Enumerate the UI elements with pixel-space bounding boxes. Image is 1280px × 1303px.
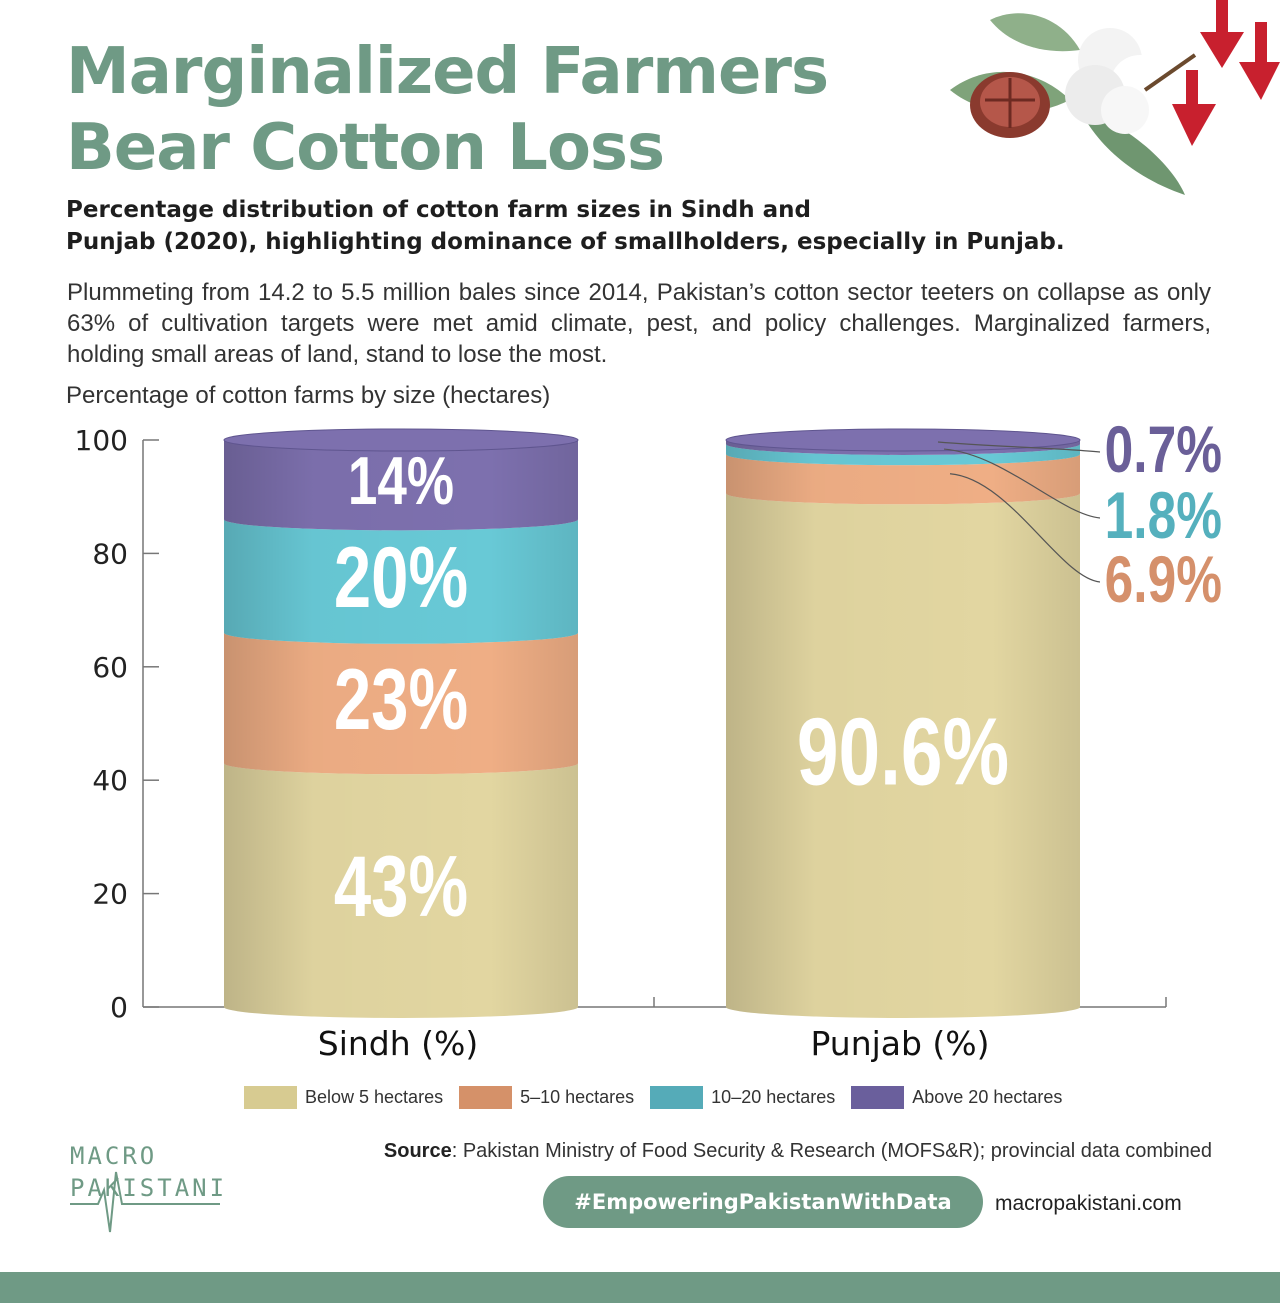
website-link[interactable]: macropakistani.com [995,1192,1182,1215]
data-label: 43% [334,839,468,935]
legend-item-above-20: Above 20 hectares [851,1086,1062,1109]
cotton-boll-with-leaves-icon [950,13,1197,195]
description: Plummeting from 14.2 to 5.5 million bale… [67,279,1211,368]
stacked-cylinder-chart: 0 20 40 60 80 100 Sindh (%) 43% 23% 20% 14% Punjab … [75,412,1222,1063]
bar-top-cap [223,428,579,452]
callout-label: 1.8% [1105,478,1222,553]
bar-shading [726,440,1080,1018]
title-line-1: Marginalized Farmers [66,35,829,109]
data-label: 20% [334,530,468,626]
y-tick-label: 80 [92,537,128,570]
down-arrow-icon [1200,0,1244,68]
legend-label: 10–20 hectares [711,1087,836,1107]
bar-shading [224,440,578,1018]
subtitle: Percentage distribution of cotton farm s… [66,194,1196,258]
title-line-2: Bear Cotton Loss [66,111,665,185]
hashtag-pill: #EmpoweringPakistanWithData [543,1176,983,1228]
logo-line-1: MACRO [70,1142,158,1170]
callout-line [943,448,1101,519]
callout-line [937,441,1101,453]
subtitle-line-1: Percentage distribution of cotton farm s… [66,197,811,223]
data-label: 14% [348,443,454,519]
legend-item-10-20: 10–20 hectares [650,1086,835,1109]
legend-swatch [244,1086,297,1109]
callout-line [949,473,1101,583]
category-label: Punjab (%) [810,1024,989,1063]
chart-title: Percentage of cotton farms by size (hect… [66,382,551,409]
data-label: 90.6% [797,699,1009,806]
legend-item-below-5: Below 5 hectares [244,1086,443,1109]
callout-label: 6.9% [1105,542,1222,617]
y-tick-label: 100 [75,424,128,457]
y-tick-label: 0 [110,991,128,1024]
data-label: 23% [334,652,468,748]
y-tick-label: 60 [92,651,128,684]
legend-item-5-10: 5–10 hectares [459,1086,634,1109]
source-label: Source [383,1140,452,1162]
category-label: Sindh (%) [318,1024,479,1063]
logo-line-2: PAKISTANI [70,1174,228,1202]
page-title: Marginalized Farmers Bear Cotton Loss [66,34,829,186]
heartbeat-line-icon [70,1171,220,1233]
legend-label: Below 5 hectares [305,1087,444,1107]
subtitle-line-2: Punjab (2020), highlighting dominance of… [66,229,1065,255]
y-tick-label: 20 [92,878,128,911]
cotton-decoration [950,0,1280,195]
chart-legend: Below 5 hectares 5–10 hectares 10–20 hec… [244,1086,1062,1109]
y-tick-label: 40 [92,764,128,797]
source-note: Source: Pakistan Ministry of Food Securi… [384,1140,1212,1163]
down-arrow-icon [1239,22,1280,100]
bottom-bar [0,1272,1280,1303]
down-arrow-icon [1172,70,1216,146]
macro-pakistani-logo: MACRO PAKISTANI [70,1142,224,1237]
legend-swatch [650,1086,704,1109]
legend-swatch [851,1086,905,1109]
callout-label: 0.7% [1105,412,1222,487]
source-text: : Pakistan Ministry of Food Security & R… [451,1140,1212,1162]
legend-swatch [459,1086,513,1109]
legend-label: 5–10 hectares [520,1087,635,1107]
legend-label: Above 20 hectares [912,1087,1063,1107]
